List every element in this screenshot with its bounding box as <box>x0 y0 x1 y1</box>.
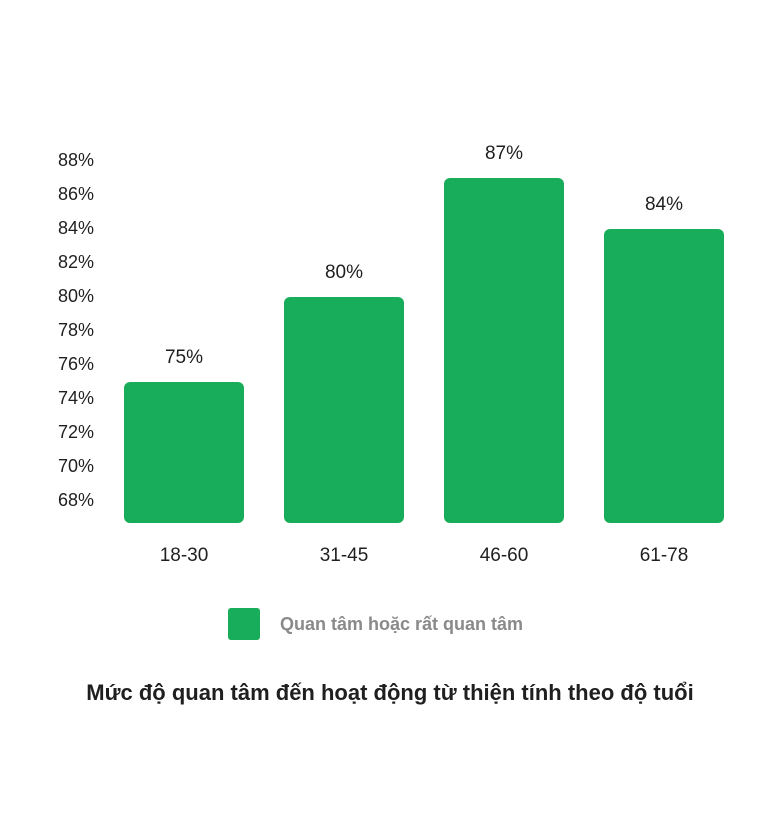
x-tick-label: 18-30 <box>160 545 209 566</box>
x-tick-label: 31-45 <box>320 545 369 566</box>
legend-swatch <box>228 608 260 640</box>
data-label: 84% <box>645 194 683 215</box>
y-tick-label: 76% <box>58 354 94 374</box>
x-axis: 18-30 31-45 46-60 61-78 <box>160 545 689 566</box>
y-tick-label: 72% <box>58 422 94 442</box>
bar-18-30 <box>124 382 244 523</box>
chart-area: 88% 86% 84% 82% 80% 78% 76% 74% 72% 70% 68% 75% 80%… <box>58 143 724 566</box>
y-tick-label: 74% <box>58 388 94 408</box>
y-tick-label: 68% <box>58 490 94 510</box>
y-tick-label: 78% <box>58 320 94 340</box>
x-tick-label: 61-78 <box>640 545 689 566</box>
data-labels: 75% 80% 87% 84% <box>165 143 683 368</box>
y-tick-label: 80% <box>58 286 94 306</box>
bar-31-45 <box>284 297 404 523</box>
chart-title: Mức độ quan tâm đến hoạt động từ thiện t… <box>86 680 694 705</box>
data-label: 87% <box>485 143 523 164</box>
bars <box>124 178 724 523</box>
data-label: 75% <box>165 347 203 368</box>
y-tick-label: 88% <box>58 150 94 170</box>
x-tick-label: 46-60 <box>480 545 529 566</box>
bar-46-60 <box>444 178 564 523</box>
data-label: 80% <box>325 262 363 283</box>
y-tick-label: 86% <box>58 184 94 204</box>
bar-chart: 88% 86% 84% 82% 80% 78% 76% 74% 72% 70% 68% 75% 80%… <box>58 143 724 566</box>
y-tick-label: 70% <box>58 456 94 476</box>
legend: Quan tâm hoặc rất quan tâm <box>228 608 523 640</box>
bar-61-78 <box>604 229 724 523</box>
y-tick-label: 84% <box>58 218 94 238</box>
y-axis: 88% 86% 84% 82% 80% 78% 76% 74% 72% 70% 68% <box>58 150 94 510</box>
y-tick-label: 82% <box>58 252 94 272</box>
legend-label: Quan tâm hoặc rất quan tâm <box>280 613 524 634</box>
